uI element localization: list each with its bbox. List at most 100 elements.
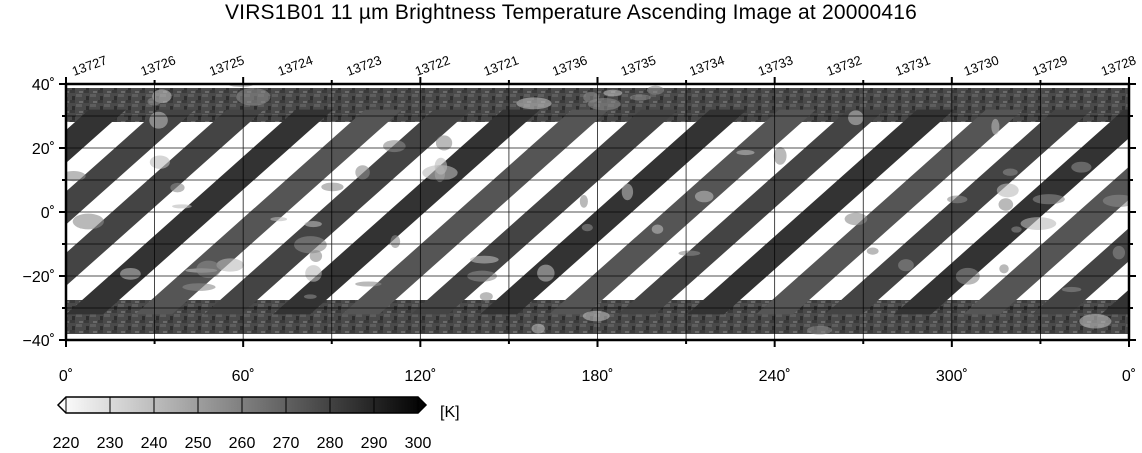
- colorbar-tick-label: 280: [317, 435, 344, 452]
- orbit-number-label: 13733: [756, 52, 795, 78]
- colorbar-tick-label: 220: [53, 435, 80, 452]
- cloud-patch: [736, 150, 755, 156]
- orbit-number-label: 13726: [138, 52, 177, 78]
- colorbar-tick-label: 260: [229, 435, 256, 452]
- cloud-patch: [583, 91, 600, 103]
- cloud-patch: [355, 281, 382, 287]
- cloud-patch: [844, 212, 868, 226]
- colorbar-tick-label: 230: [97, 435, 124, 452]
- cloud-patch: [149, 111, 168, 129]
- cloud-patch: [147, 97, 161, 106]
- y-tick-label: −40˚: [23, 333, 55, 350]
- cloud-patch: [422, 165, 458, 181]
- y-tick-label: 0˚: [41, 205, 55, 222]
- cloud-patch: [1011, 226, 1022, 233]
- cloud-patch: [646, 85, 665, 95]
- cloud-patch: [479, 292, 493, 301]
- orbit-number-label: 13727: [70, 52, 109, 78]
- cloud-patch: [1002, 168, 1018, 176]
- orbit-number-label: 13736: [550, 52, 589, 78]
- colorbar-tick-label: 250: [185, 435, 212, 452]
- orbit-number-label: 13729: [1030, 52, 1069, 78]
- orbit-number-label: 13732: [824, 52, 863, 78]
- cloud-patch: [898, 259, 914, 272]
- orbit-swath: [963, 166, 1129, 315]
- map-title: VIRS1B01 11 µm Brightness Temperature As…: [224, 1, 918, 24]
- cloud-patch: [321, 182, 344, 192]
- cloud-patch: [182, 283, 216, 291]
- orbit-number-label: 13735: [619, 52, 658, 78]
- cloud-patch: [383, 140, 406, 153]
- cloud-patch: [196, 260, 221, 279]
- orbit-number-label: 13724: [276, 52, 315, 78]
- cloud-patch: [621, 183, 634, 201]
- cloud-patch: [516, 97, 552, 110]
- cloud-patch: [1061, 286, 1082, 293]
- orbit-number-label: 13734: [687, 52, 726, 78]
- y-tick-label: −20˚: [23, 269, 55, 286]
- cloud-patch: [848, 110, 864, 126]
- cloud-patch: [579, 195, 588, 208]
- cloud-patch: [120, 267, 141, 280]
- x-tick-label: 240˚: [759, 368, 791, 385]
- x-tick-label: 180˚: [581, 368, 613, 385]
- orbit-number-label: 13725: [207, 52, 246, 78]
- colorbar-tick-label: 300: [405, 435, 432, 452]
- cloud-patch: [651, 224, 664, 234]
- colorbar-tick-label: 240: [141, 435, 168, 452]
- cloud-patch: [172, 204, 192, 209]
- cloud-patch: [270, 216, 288, 222]
- cloud-patch: [581, 223, 593, 232]
- cloud-patch: [170, 182, 185, 193]
- cloud-patch: [355, 165, 370, 180]
- cloud-patch: [996, 183, 1019, 198]
- cloud-patch: [303, 294, 317, 299]
- orbit-number-label: 13722: [413, 52, 452, 78]
- x-tick-label: 0˚: [1122, 368, 1136, 385]
- cloud-patch: [236, 88, 271, 106]
- cloud-patch: [216, 258, 244, 272]
- x-tick-label: 120˚: [404, 368, 436, 385]
- cloud-patch: [537, 264, 555, 282]
- cloud-patch: [1020, 217, 1057, 230]
- cloud-patch: [1102, 194, 1129, 207]
- orbit-number-label: 13728: [1099, 52, 1138, 78]
- cloud-patch: [1079, 314, 1112, 329]
- cloud-patch: [866, 247, 879, 255]
- cloud-patch: [1071, 161, 1092, 173]
- lat-lon-grid: [66, 84, 1129, 340]
- orbit-number-label: 13730: [962, 52, 1001, 78]
- colorbar-tick-label: 270: [273, 435, 300, 452]
- orbit-swath: [66, 109, 264, 286]
- x-tick-label: 60˚: [232, 368, 255, 385]
- cloud-patch: [1032, 194, 1065, 205]
- x-tick-label: 0˚: [59, 368, 73, 385]
- orbit-number-label: 13731: [893, 52, 932, 78]
- cloud-patch: [947, 195, 968, 204]
- y-tick-label: 40˚: [32, 77, 55, 94]
- orbit-number-label: 13723: [344, 52, 383, 78]
- cloud-patch: [390, 235, 401, 248]
- cloud-patch: [629, 94, 651, 101]
- orbit-swath: [66, 109, 195, 225]
- swath-image: [66, 84, 1129, 340]
- cloud-patch: [999, 264, 1009, 274]
- cloud-patch: [531, 323, 545, 334]
- cloud-patch: [991, 118, 1000, 135]
- y-tick-label: 20˚: [32, 141, 55, 158]
- cloud-patch: [998, 198, 1014, 211]
- cloud-patch: [66, 171, 86, 182]
- cloud-patch: [807, 325, 833, 335]
- colorbar-tick-label: 290: [361, 435, 388, 452]
- cloud-patch: [305, 265, 322, 282]
- cloud-patch: [694, 190, 714, 203]
- cloud-patch: [293, 236, 327, 254]
- cloud-patch: [1112, 245, 1126, 260]
- cloud-patch: [582, 310, 610, 322]
- cloud-patch: [678, 250, 701, 256]
- colorbar: 220 230 240 250 260 270 280 290 300 [K]: [53, 396, 460, 452]
- orbit-swath: [1032, 228, 1129, 315]
- orbit-swath: [66, 109, 126, 164]
- colorbar-unit: [K]: [440, 404, 460, 421]
